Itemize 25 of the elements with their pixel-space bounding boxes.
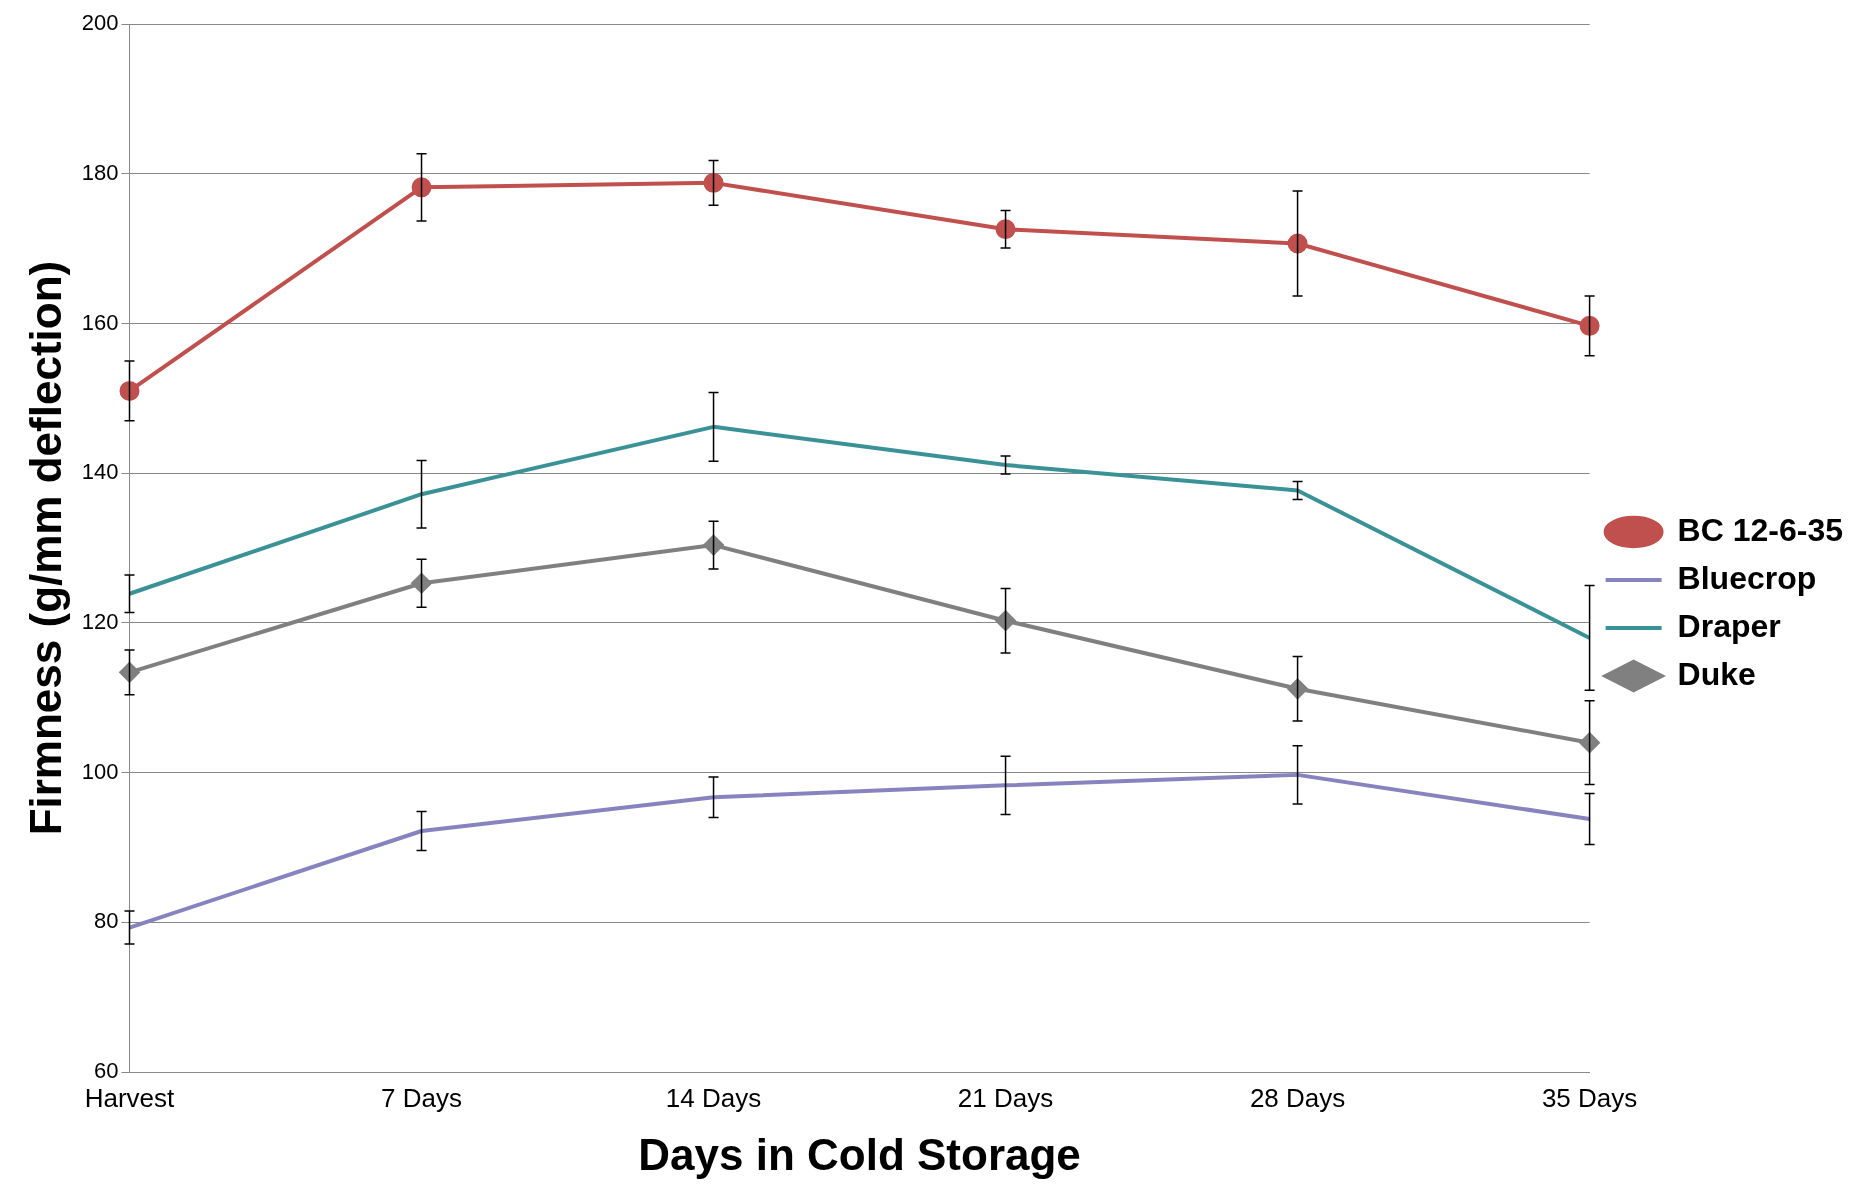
point [1287, 233, 1308, 254]
point [995, 219, 1016, 240]
legend-label: Draper [1677, 607, 1781, 644]
y-tick-label: 200 [81, 10, 119, 36]
point [703, 172, 724, 193]
y-tick-label: 80 [94, 908, 119, 934]
x-axis-title: Days in Cold Storage [638, 1129, 1081, 1179]
x-tick-label: 35 Days [1541, 1082, 1638, 1113]
point [411, 177, 432, 198]
y-tick-label: 180 [81, 159, 119, 185]
x-tick-label: 7 Days [381, 1082, 462, 1113]
x-tick-label: 21 Days [957, 1082, 1054, 1113]
y-tick-label: 60 [94, 1058, 119, 1084]
point [1579, 315, 1600, 336]
y-tick-label: 120 [81, 609, 119, 635]
legend-label: Duke [1677, 655, 1756, 692]
y-tick-label: 100 [81, 758, 119, 784]
x-tick-label: 14 Days [665, 1082, 762, 1113]
y-axis-title: Firmness (g/mm deflection) [20, 260, 70, 836]
legend-label: BC 12-6-35 [1677, 511, 1843, 548]
y-tick-label: 160 [81, 309, 119, 335]
y-tick-label: 140 [81, 459, 119, 485]
x-tick-label: Harvest [84, 1082, 176, 1113]
x-tick-label: 28 Days [1249, 1082, 1346, 1113]
legend-label: Bluecrop [1677, 559, 1817, 596]
